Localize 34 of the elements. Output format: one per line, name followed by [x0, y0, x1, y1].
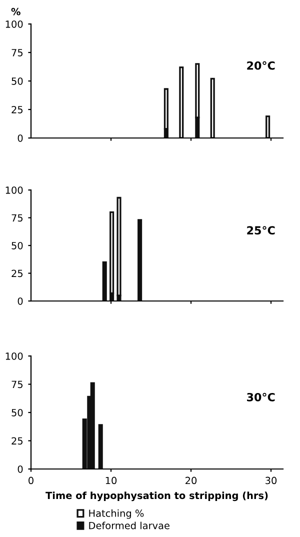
- bar: [98, 424, 103, 469]
- x-tick-label: 10: [106, 476, 117, 484]
- annotation: 25°C: [247, 226, 275, 235]
- y-tick-label: 0: [18, 134, 23, 142]
- legend-label: Hatching %: [89, 509, 144, 519]
- y-tick-label: 100: [6, 20, 23, 28]
- y-tick-label: 25: [12, 106, 23, 114]
- legend-label: Deformed larvae: [89, 522, 170, 530]
- x-axis-title: Time of hypophysation to stripping (hrs): [46, 492, 268, 502]
- y-tick-label: 100: [6, 186, 23, 194]
- bar: [90, 382, 95, 469]
- annotation: 20°C: [247, 61, 275, 70]
- bar: [266, 116, 270, 138]
- annotation: 30°C: [247, 392, 275, 402]
- x-tick-label: 20: [186, 476, 197, 484]
- y-tick-label: 25: [12, 270, 23, 278]
- x-tick-label: 0: [28, 476, 34, 484]
- bar: [116, 196, 122, 296]
- y-tick-label: 75: [12, 380, 23, 388]
- y-tick-label: 75: [12, 49, 23, 56]
- bar: [210, 78, 215, 138]
- x-tick-label: 30: [266, 476, 277, 484]
- y-tick-label: 75: [12, 214, 23, 222]
- y-tick-label: 25: [12, 437, 23, 445]
- y-axis-title: %: [11, 8, 20, 16]
- bar: [179, 66, 184, 138]
- bar: [102, 261, 107, 301]
- y-tick-label: 50: [12, 242, 23, 250]
- y-tick-label: 0: [18, 465, 23, 473]
- bar: [138, 219, 142, 301]
- y-tick-label: 100: [6, 352, 23, 360]
- y-tick-label: 0: [18, 297, 23, 305]
- y-tick-label: 50: [12, 77, 23, 85]
- y-tick-label: 50: [12, 408, 23, 416]
